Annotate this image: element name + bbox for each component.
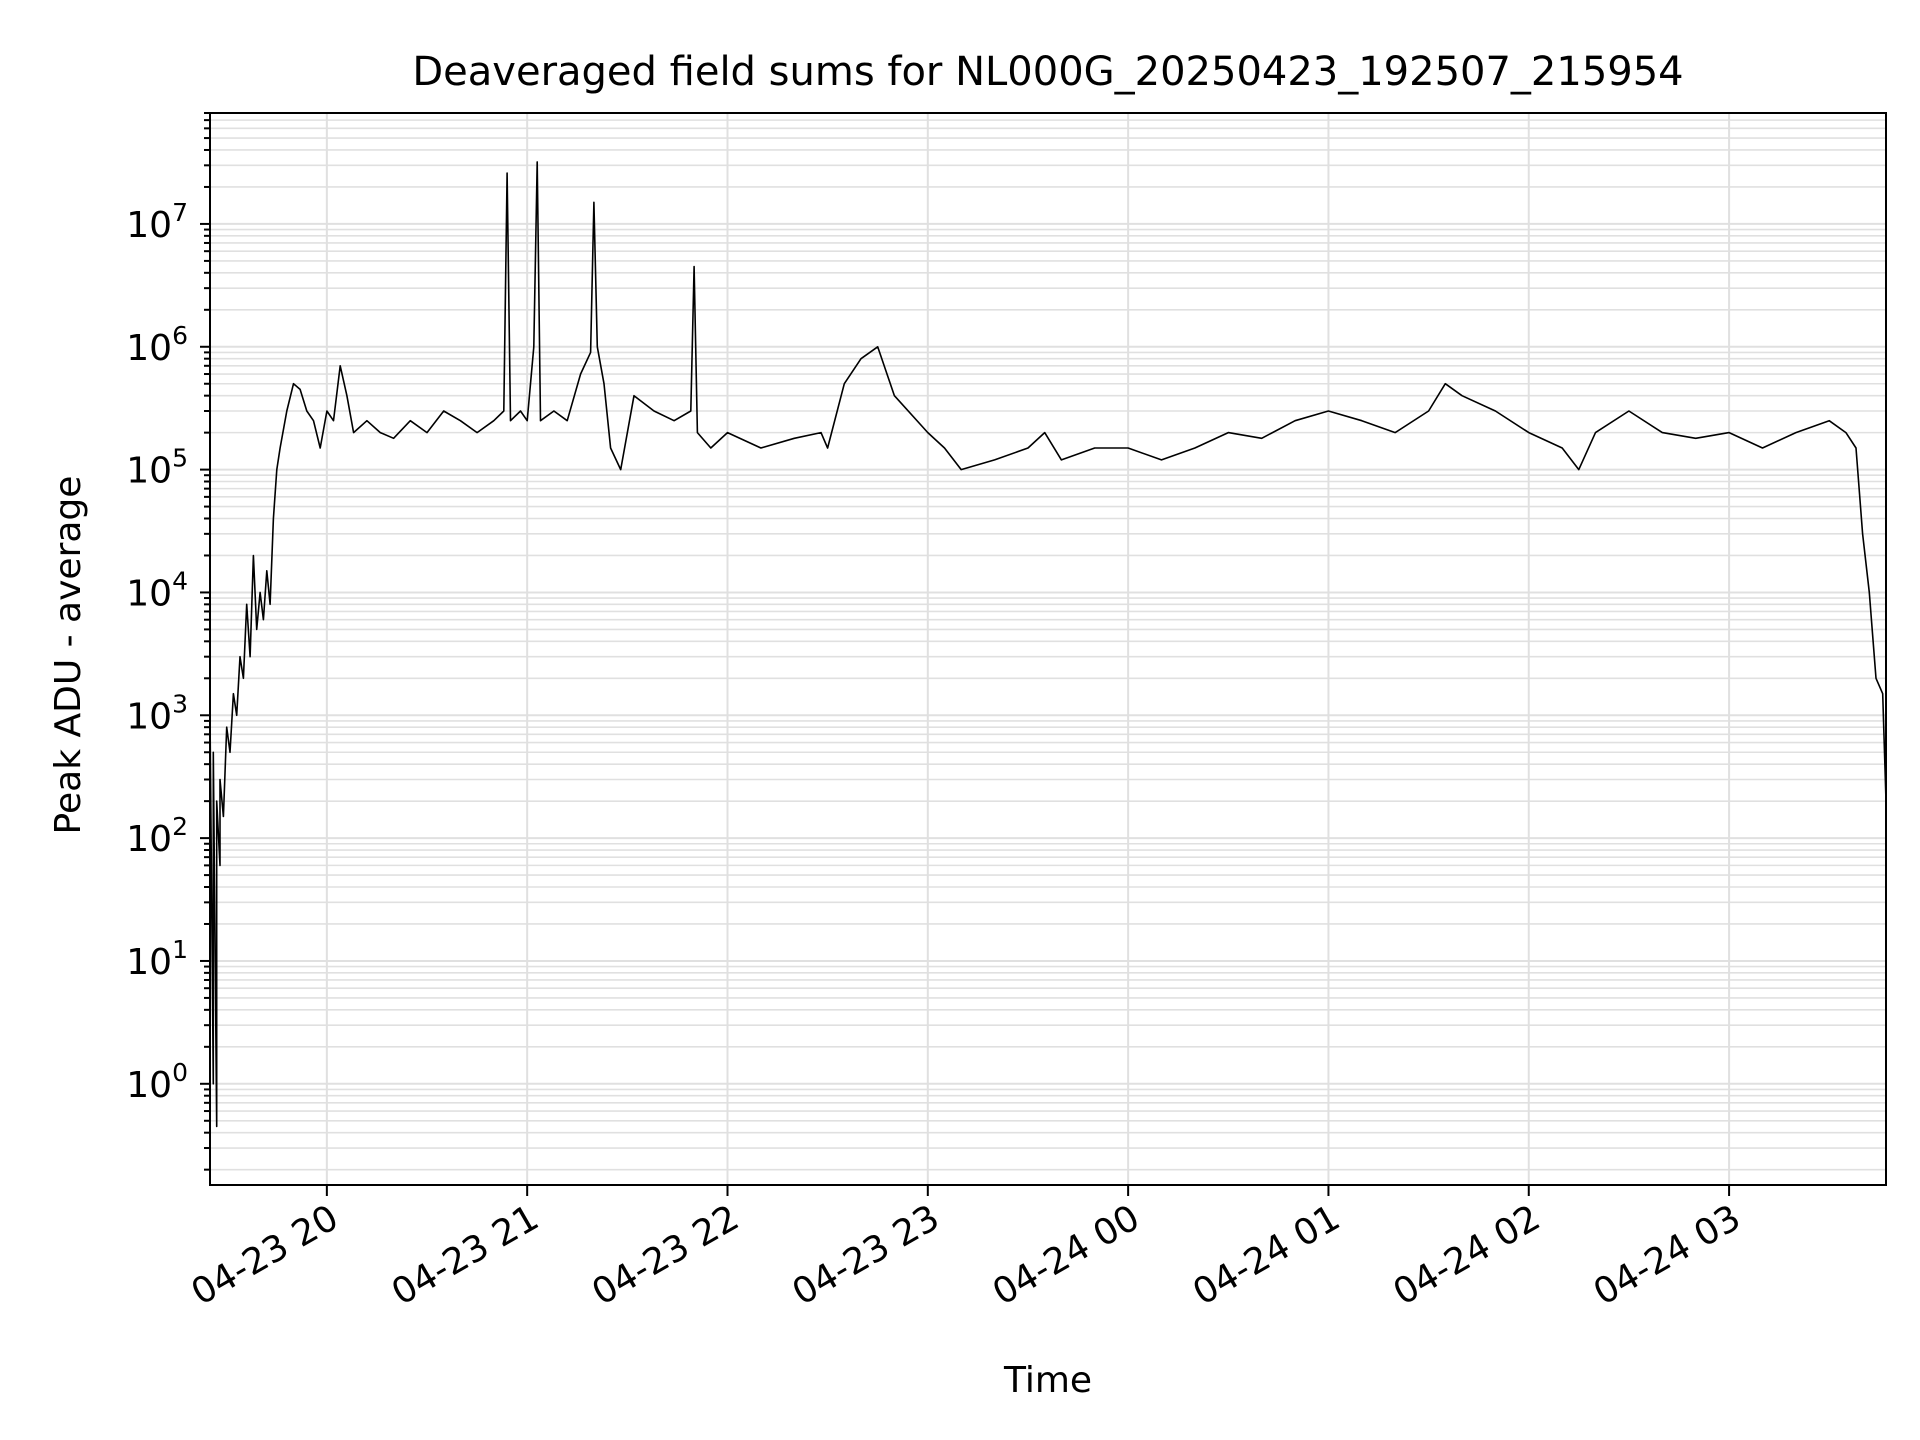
y-tick-exponent: 1 xyxy=(172,935,188,964)
y-axis-label: Peak ADU - average xyxy=(48,476,89,835)
y-tick-exponent: 0 xyxy=(172,1058,188,1087)
series-line xyxy=(209,161,1887,1170)
y-tick-label: 105 xyxy=(126,444,188,492)
grid-lines xyxy=(210,112,1886,1185)
plot-frame xyxy=(209,112,1887,1186)
y-tick-label: 100 xyxy=(126,1058,188,1106)
y-tick-exponent: 4 xyxy=(172,566,188,595)
y-tick-exponent: 2 xyxy=(172,812,188,841)
y-tick-label: 102 xyxy=(126,812,188,860)
y-tick-base: 10 xyxy=(126,696,172,737)
y-tick-base: 10 xyxy=(126,573,172,614)
y-tick-label: 101 xyxy=(126,935,188,983)
y-tick-base: 10 xyxy=(126,1065,172,1106)
y-tick-exponent: 5 xyxy=(172,444,188,473)
x-axis-label: Time xyxy=(1003,1360,1092,1401)
y-tick-base: 10 xyxy=(126,328,172,369)
y-tick-label: 104 xyxy=(126,566,188,614)
y-tick-base: 10 xyxy=(126,819,172,860)
y-tick-exponent: 7 xyxy=(172,198,188,227)
y-tick-exponent: 3 xyxy=(172,689,188,718)
y-tick-label: 103 xyxy=(126,689,188,737)
series-layer xyxy=(209,161,1887,1170)
y-tick-label: 107 xyxy=(126,198,188,246)
y-tick-exponent: 6 xyxy=(172,321,188,350)
chart-title: Deaveraged field sums for NL000G_2025042… xyxy=(412,49,1683,95)
y-tick-label: 106 xyxy=(126,321,188,369)
y-tick-base: 10 xyxy=(126,451,172,492)
y-tick-base: 10 xyxy=(126,205,172,246)
y-tick-base: 10 xyxy=(126,942,172,983)
